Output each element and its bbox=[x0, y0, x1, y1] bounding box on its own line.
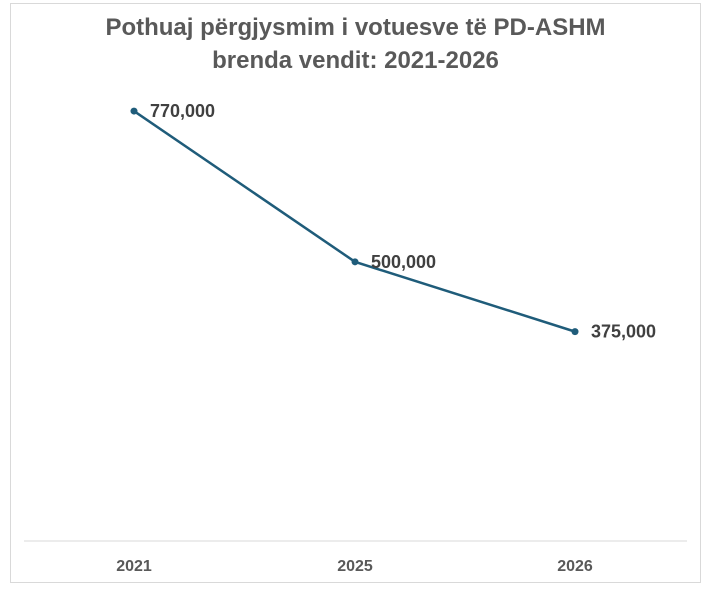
x-tick-label-2026: 2026 bbox=[557, 558, 593, 575]
data-point-2026 bbox=[571, 328, 579, 336]
chart-title-line-1: Pothuaj përgjysmim i votuesve të PD-ASHM bbox=[105, 14, 606, 41]
data-point-2021 bbox=[130, 107, 138, 115]
data-label-2021: 770,000 bbox=[150, 101, 215, 121]
x-tick-label-2025: 2025 bbox=[337, 558, 373, 575]
data-point-2025 bbox=[351, 258, 359, 266]
series-line bbox=[133, 110, 576, 333]
data-label-2025: 500,000 bbox=[371, 252, 436, 272]
x-tick-label-2021: 2021 bbox=[116, 558, 152, 575]
data-label-2026: 375,000 bbox=[591, 322, 656, 342]
chart-title: Pothuaj përgjysmim i votuesve të PD-ASHM… bbox=[0, 11, 711, 77]
chart-title-line-2: brenda vendit: 2021-2026 bbox=[212, 47, 499, 74]
chart-frame bbox=[10, 3, 701, 583]
